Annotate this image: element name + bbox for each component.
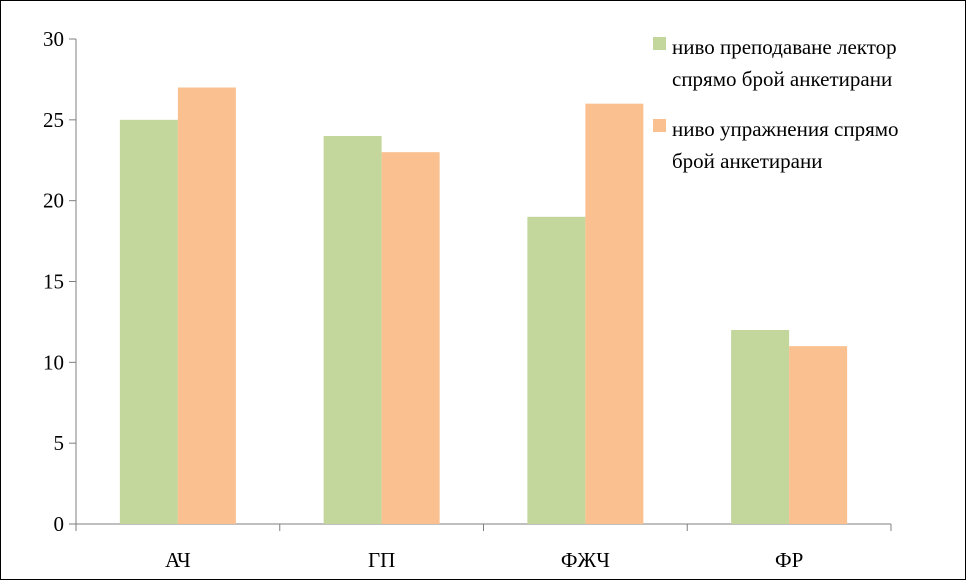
y-tick-label: 30 [43, 27, 64, 51]
y-tick-label: 10 [43, 350, 64, 374]
legend-label: ниво преподаване лектор [672, 35, 897, 59]
legend-swatch [653, 119, 666, 132]
x-tick-label: ФЖЧ [561, 548, 610, 572]
legend-swatch [653, 37, 666, 50]
x-tick-label: АЧ [165, 548, 191, 572]
bar-series-2 [789, 346, 848, 524]
bar-series-2 [381, 152, 440, 524]
y-tick-label: 20 [43, 189, 64, 213]
legend: ниво преподаване лектор спрямо брой анкет… [653, 35, 899, 173]
y-tick-label: 5 [54, 431, 65, 455]
x-axis: АЧ ГП ФЖЧ ФР [75, 523, 892, 572]
bar-series-1 [731, 330, 790, 524]
x-tick-label: ГП [368, 548, 395, 572]
legend-label: спрямо брой анкетирани [672, 67, 892, 91]
legend-label: ниво упражнения спрямо [672, 117, 899, 141]
y-tick-label: 25 [43, 108, 64, 132]
bar-series-2 [585, 103, 644, 525]
x-tick-label: ФР [775, 548, 803, 572]
bar-series-1 [323, 136, 382, 524]
bar-series-1 [119, 119, 178, 524]
y-tick-label: 15 [43, 270, 64, 294]
y-tick-label: 0 [54, 512, 65, 536]
bar-series-1 [527, 216, 586, 525]
bars [119, 87, 848, 525]
legend-label: брой анкетирани [672, 149, 822, 173]
bar-series-2 [177, 87, 236, 524]
y-axis: 0 5 10 15 20 25 30 [43, 27, 77, 536]
